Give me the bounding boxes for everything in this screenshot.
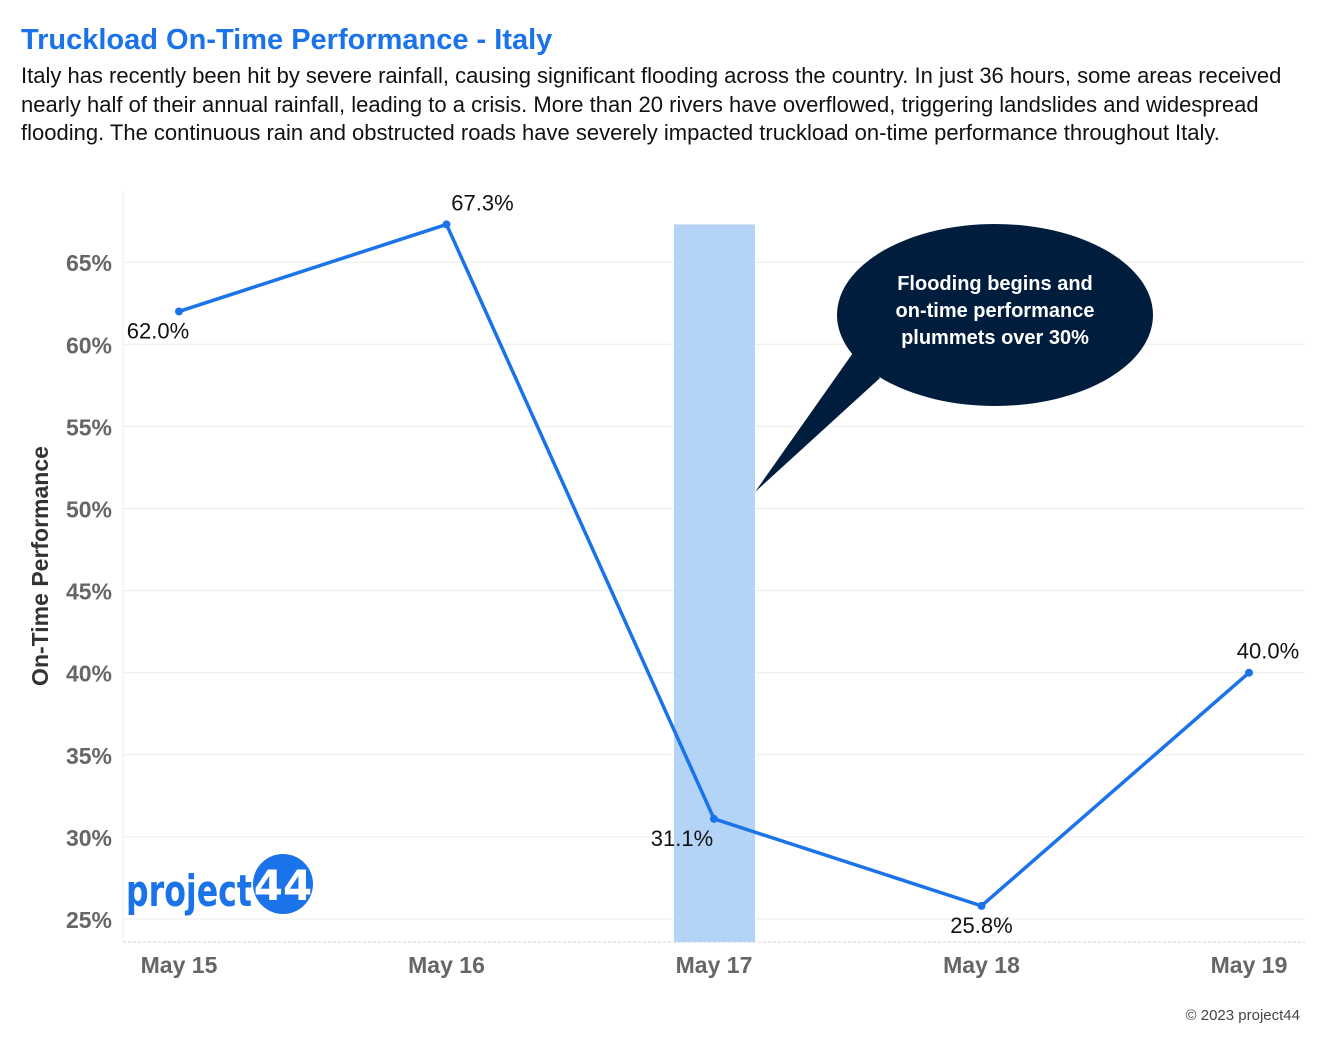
y-tick-label: 25% [66, 907, 112, 933]
y-tick-label: 35% [66, 743, 112, 769]
y-tick-label: 45% [66, 579, 112, 605]
data-label: 62.0% [127, 318, 189, 343]
data-point [1245, 668, 1253, 677]
x-tick-label: May 17 [676, 952, 753, 978]
x-tick-label: May 15 [141, 952, 218, 978]
callout-text-line: plummets over 30% [901, 327, 1089, 349]
y-tick-label: 50% [66, 497, 112, 523]
y-tick-label: 65% [66, 250, 112, 276]
series-group [175, 220, 1253, 910]
y-tick-label: 55% [66, 414, 112, 440]
logo-number: 44 [254, 861, 312, 910]
y-tick-label: 40% [66, 661, 112, 687]
y-tick-label: 30% [66, 825, 112, 851]
data-point [175, 307, 183, 316]
callout-pointer [755, 350, 880, 492]
callout-text: Flooding begins and on-time performance pl… [896, 273, 1095, 349]
data-point [442, 220, 451, 229]
x-tick-label: May 18 [943, 952, 1020, 978]
copyright-notice: © 2023 project44 [1185, 1007, 1300, 1024]
x-tick-label: May 16 [408, 952, 485, 978]
y-axis-title: On-Time Performance [27, 446, 53, 686]
logo-wordmark: project [126, 866, 252, 917]
y-tick-label: 60% [66, 332, 112, 358]
logo-circle [253, 854, 313, 914]
data-label: 31.1% [651, 826, 713, 851]
x-tick-label: May 19 [1211, 952, 1288, 978]
data-label: 40.0% [1237, 639, 1299, 664]
data-point [710, 814, 718, 823]
callout-text-line: on-time performance [896, 300, 1095, 322]
data-point [977, 901, 986, 910]
callout-text-line: Flooding begins and [897, 273, 1093, 295]
project44-logo: project 44 [126, 854, 313, 917]
callout-group: Flooding begins and on-time performance pl… [755, 224, 1153, 492]
axes: 25% 30% 35% 40% 45% 50% 55% 60% 65% May 15 May 16 M… [27, 250, 1287, 978]
callout-bubble [837, 224, 1153, 406]
data-labels: 62.0% 67.3% 31.1% 25.8% 40.0% [127, 190, 1299, 937]
chart-subtitle: Italy has recently been hit by severe ra… [21, 63, 1282, 145]
data-label: 67.3% [451, 190, 513, 215]
chart-title: Truckload On-Time Performance - Italy [21, 24, 553, 56]
data-label: 25.8% [950, 913, 1012, 938]
